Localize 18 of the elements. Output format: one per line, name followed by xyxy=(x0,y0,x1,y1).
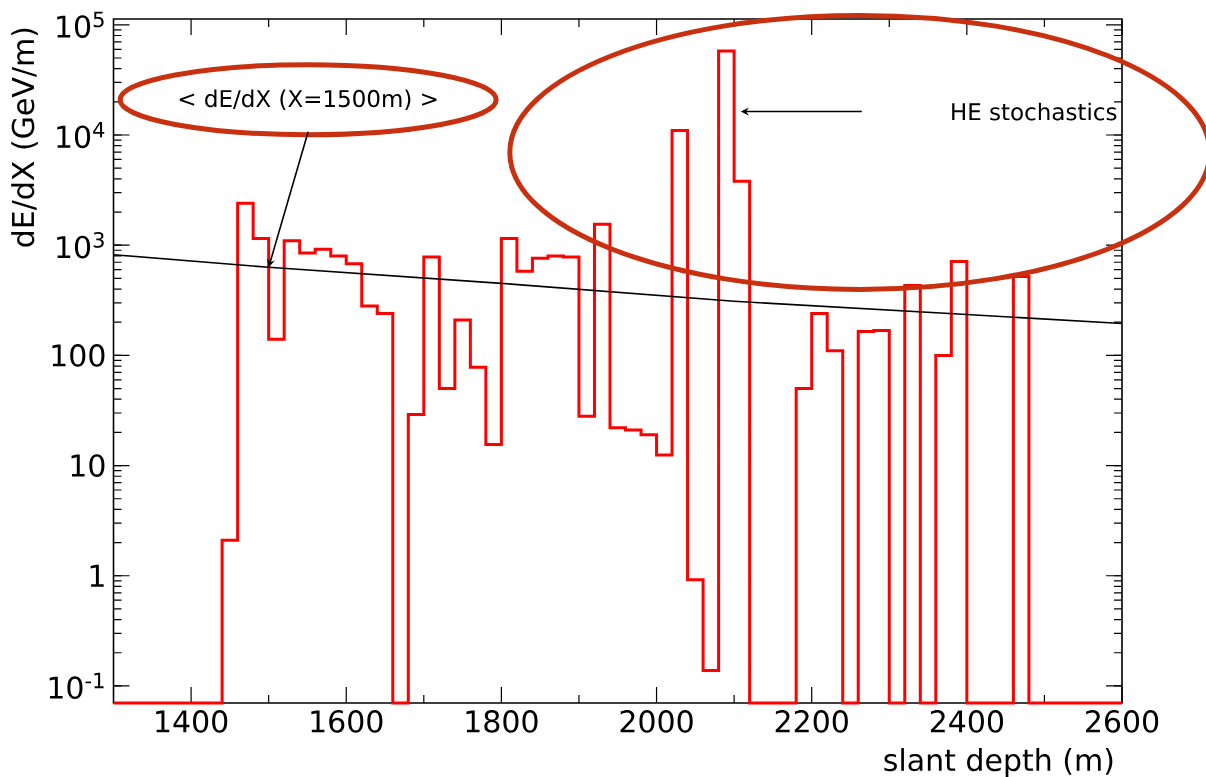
y-tick-label: 10$^{-1}$ xyxy=(49,672,104,700)
y-axis-title: dE/dX (GeV/m) xyxy=(11,28,38,247)
x-tick-label: 2000 xyxy=(620,710,693,733)
y-tick-label: 10$^{3}$ xyxy=(57,231,104,259)
y-tick-label: 10 xyxy=(71,454,105,477)
annotation: < dE/dX (X=1500m) > xyxy=(179,89,437,110)
y-tick-label: 1 xyxy=(90,564,104,587)
x-tick-label: 1400 xyxy=(156,710,228,733)
x-tick-label: 2600 xyxy=(1086,710,1159,733)
x-tick-label: 2200 xyxy=(775,710,848,733)
x-tick-label: 1800 xyxy=(466,710,538,733)
x-tick-label: 1600 xyxy=(311,710,383,733)
y-tick-label: 10$^{4}$ xyxy=(57,121,105,149)
annotation: HE stochastics xyxy=(952,102,1117,121)
x-tick-label: 2400 xyxy=(930,710,1004,733)
y-tick-label: 10$^{5}$ xyxy=(57,11,104,38)
x-axis-title: slant depth (m) xyxy=(884,748,1113,777)
y-tick-label: 100 xyxy=(52,344,105,367)
